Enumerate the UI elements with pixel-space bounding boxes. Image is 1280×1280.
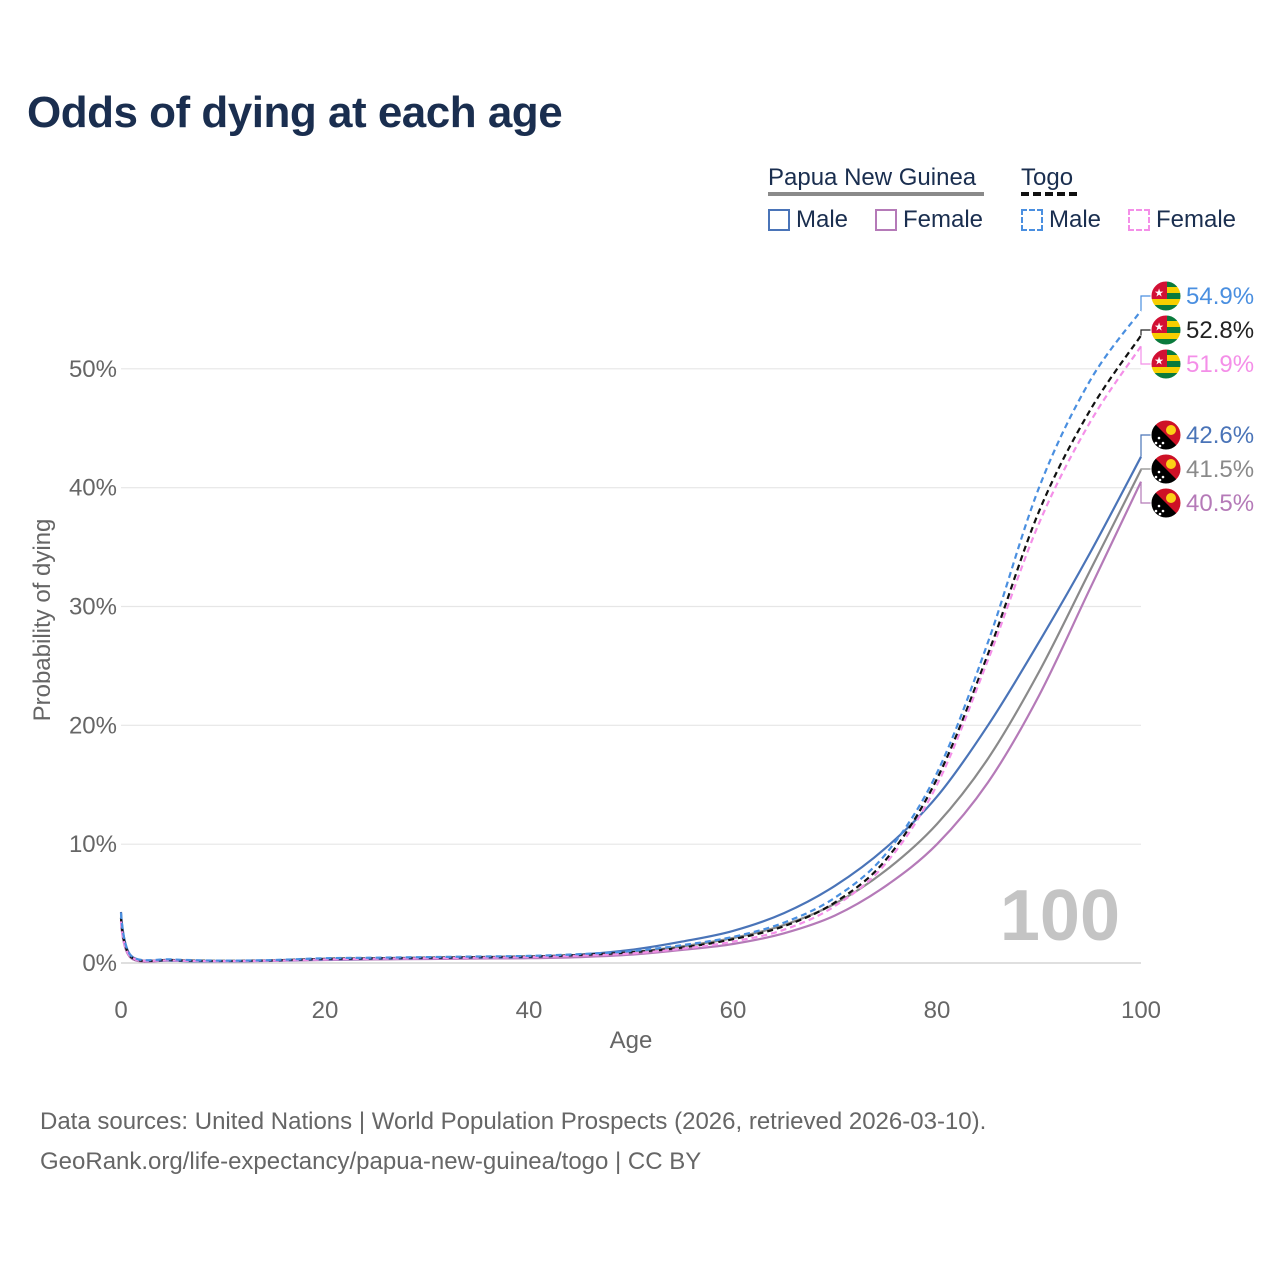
footer-source: Data sources: United Nations | World Pop… [40,1108,987,1135]
x-tick-label: 20 [312,997,339,1024]
end-label-connector [1140,434,1151,457]
end-value-label: 40.5% [1186,490,1254,517]
legend-country-label: Papua New Guinea [768,164,977,191]
y-tick-label: 20% [69,712,117,739]
end-value-label: 42.6% [1186,422,1254,449]
end-value-label: 52.8% [1186,317,1254,344]
svg-text:★: ★ [1154,288,1164,300]
end-label-togo-female: ★ 51.9% [1140,346,1254,380]
y-axis-label: Probability of dying [29,519,56,722]
togo-flag-icon: ★ [1151,349,1181,379]
svg-text:★: ★ [1154,356,1164,368]
png-flag-icon [1151,420,1181,450]
watermark-age: 100 [1000,876,1120,956]
x-tick-label: 40 [516,997,543,1024]
legend-item-togo-male[interactable]: Male [1021,206,1101,234]
x-axis-label: Age [610,1027,653,1054]
end-label-papua-new-guinea-total: 41.5% [1140,453,1254,485]
legend-underline-dashed [1021,192,1077,196]
end-label-connector [1140,468,1151,470]
legend-item-togo-female[interactable]: Female [1128,206,1236,234]
series-line-papua-new-guinea-total[interactable] [119,469,1142,963]
end-value-label: 41.5% [1186,456,1254,483]
series-line-togo-male[interactable] [119,309,1142,962]
end-label-connector [1140,295,1151,311]
swatch-png-female [875,209,897,231]
legend-item-png-female[interactable]: Female [875,206,983,234]
legend-item-label: Male [796,206,849,233]
y-tick-label: 0% [82,950,117,977]
footer-url[interactable]: GeoRank.org/life-expectancy/papua-new-gu… [40,1148,702,1175]
y-tick-label: 40% [69,475,117,502]
y-tick-label: 50% [69,356,117,383]
legend-item-label: Female [1156,206,1237,233]
y-tick-label: 30% [69,594,117,621]
x-tick-label: 80 [924,997,951,1024]
png-flag-icon [1151,488,1181,518]
legend-item-png-male[interactable]: Male [768,206,848,234]
svg-text:★: ★ [1154,322,1164,334]
legend-country-label: Togo [1021,164,1074,191]
swatch-togo-female [1128,209,1150,231]
legend-underline-solid [768,192,984,196]
legend-item-label: Male [1049,206,1102,233]
end-label-connector [1140,329,1151,336]
end-value-label: 54.9% [1186,283,1254,310]
series-line-papua-new-guinea-male[interactable] [119,456,1142,963]
swatch-png-male [768,209,790,231]
end-label-togo-total: ★ 52.8% [1140,314,1254,346]
chart-title: Odds of dying at each age [27,88,563,137]
end-value-label: 51.9% [1186,351,1254,378]
series-line-papua-new-guinea-female[interactable] [119,481,1142,963]
legend-item-label: Female [903,206,984,233]
end-label-togo-male: ★ 54.9% [1140,280,1254,312]
end-label-papua-new-guinea-female: 40.5% [1140,481,1254,519]
series-line-togo-total[interactable] [119,334,1142,963]
swatch-togo-male [1021,209,1043,231]
x-tick-label: 0 [114,997,127,1024]
x-tick-label: 60 [720,997,747,1024]
y-tick-label: 10% [69,831,117,858]
x-tick-label: 100 [1121,997,1161,1024]
end-label-connector [1140,481,1151,504]
png-flag-icon [1151,454,1181,484]
end-label-connector [1140,346,1151,365]
end-label-papua-new-guinea-male: 42.6% [1140,419,1254,457]
